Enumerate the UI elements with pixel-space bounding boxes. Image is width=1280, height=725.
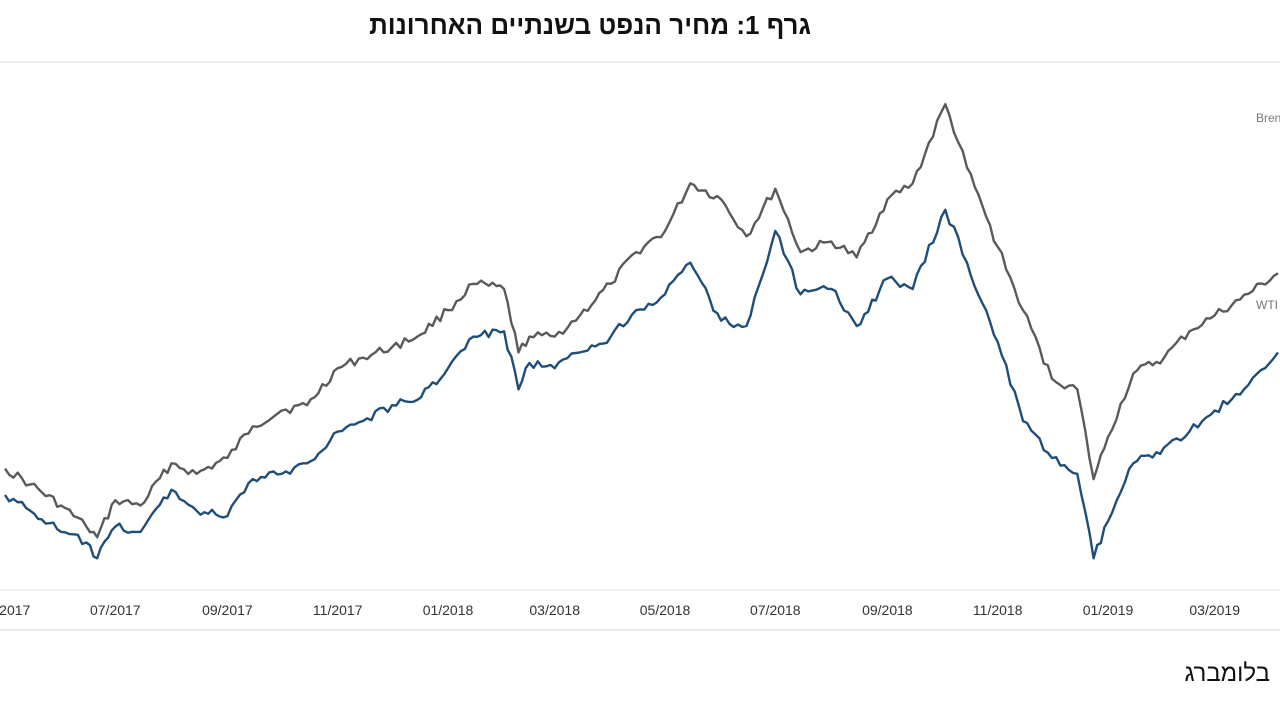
chart-title: גרף 1: מחיר הנפט בשנתיים האחרונות: [369, 10, 811, 40]
x-tick-label: 07/2018: [750, 602, 801, 618]
x-tick-label: 03/2019: [1189, 602, 1240, 618]
x-tick-label: 09/2018: [862, 602, 913, 618]
x-tick-label: 11/2018: [973, 602, 1023, 618]
series-layer: [4, 103, 1279, 560]
x-tick-label: 11/2017: [313, 602, 363, 618]
series-labels: Brent WTI: [1256, 111, 1280, 312]
x-tick-label: 01/2019: [1083, 602, 1134, 618]
x-tick-label: 05/2017: [0, 602, 31, 618]
x-tick-label: 09/2017: [202, 602, 253, 618]
series-line-brent: [4, 103, 1279, 539]
x-tick-label: 03/2018: [529, 602, 580, 618]
series-line-wti: [4, 208, 1279, 560]
source-label: בלומברג: [1184, 660, 1270, 687]
x-tick-label: 01/2018: [423, 602, 474, 618]
x-tick-label: 05/2018: [640, 602, 691, 618]
x-tick-label: 07/2017: [90, 602, 141, 618]
series-label-wti: WTI: [1256, 298, 1278, 312]
x-axis-ticks: 05/2017 07/2017 09/2017 11/2017 01/2018 03/20…: [0, 602, 1240, 618]
series-label-brent: Brent: [1256, 111, 1280, 125]
